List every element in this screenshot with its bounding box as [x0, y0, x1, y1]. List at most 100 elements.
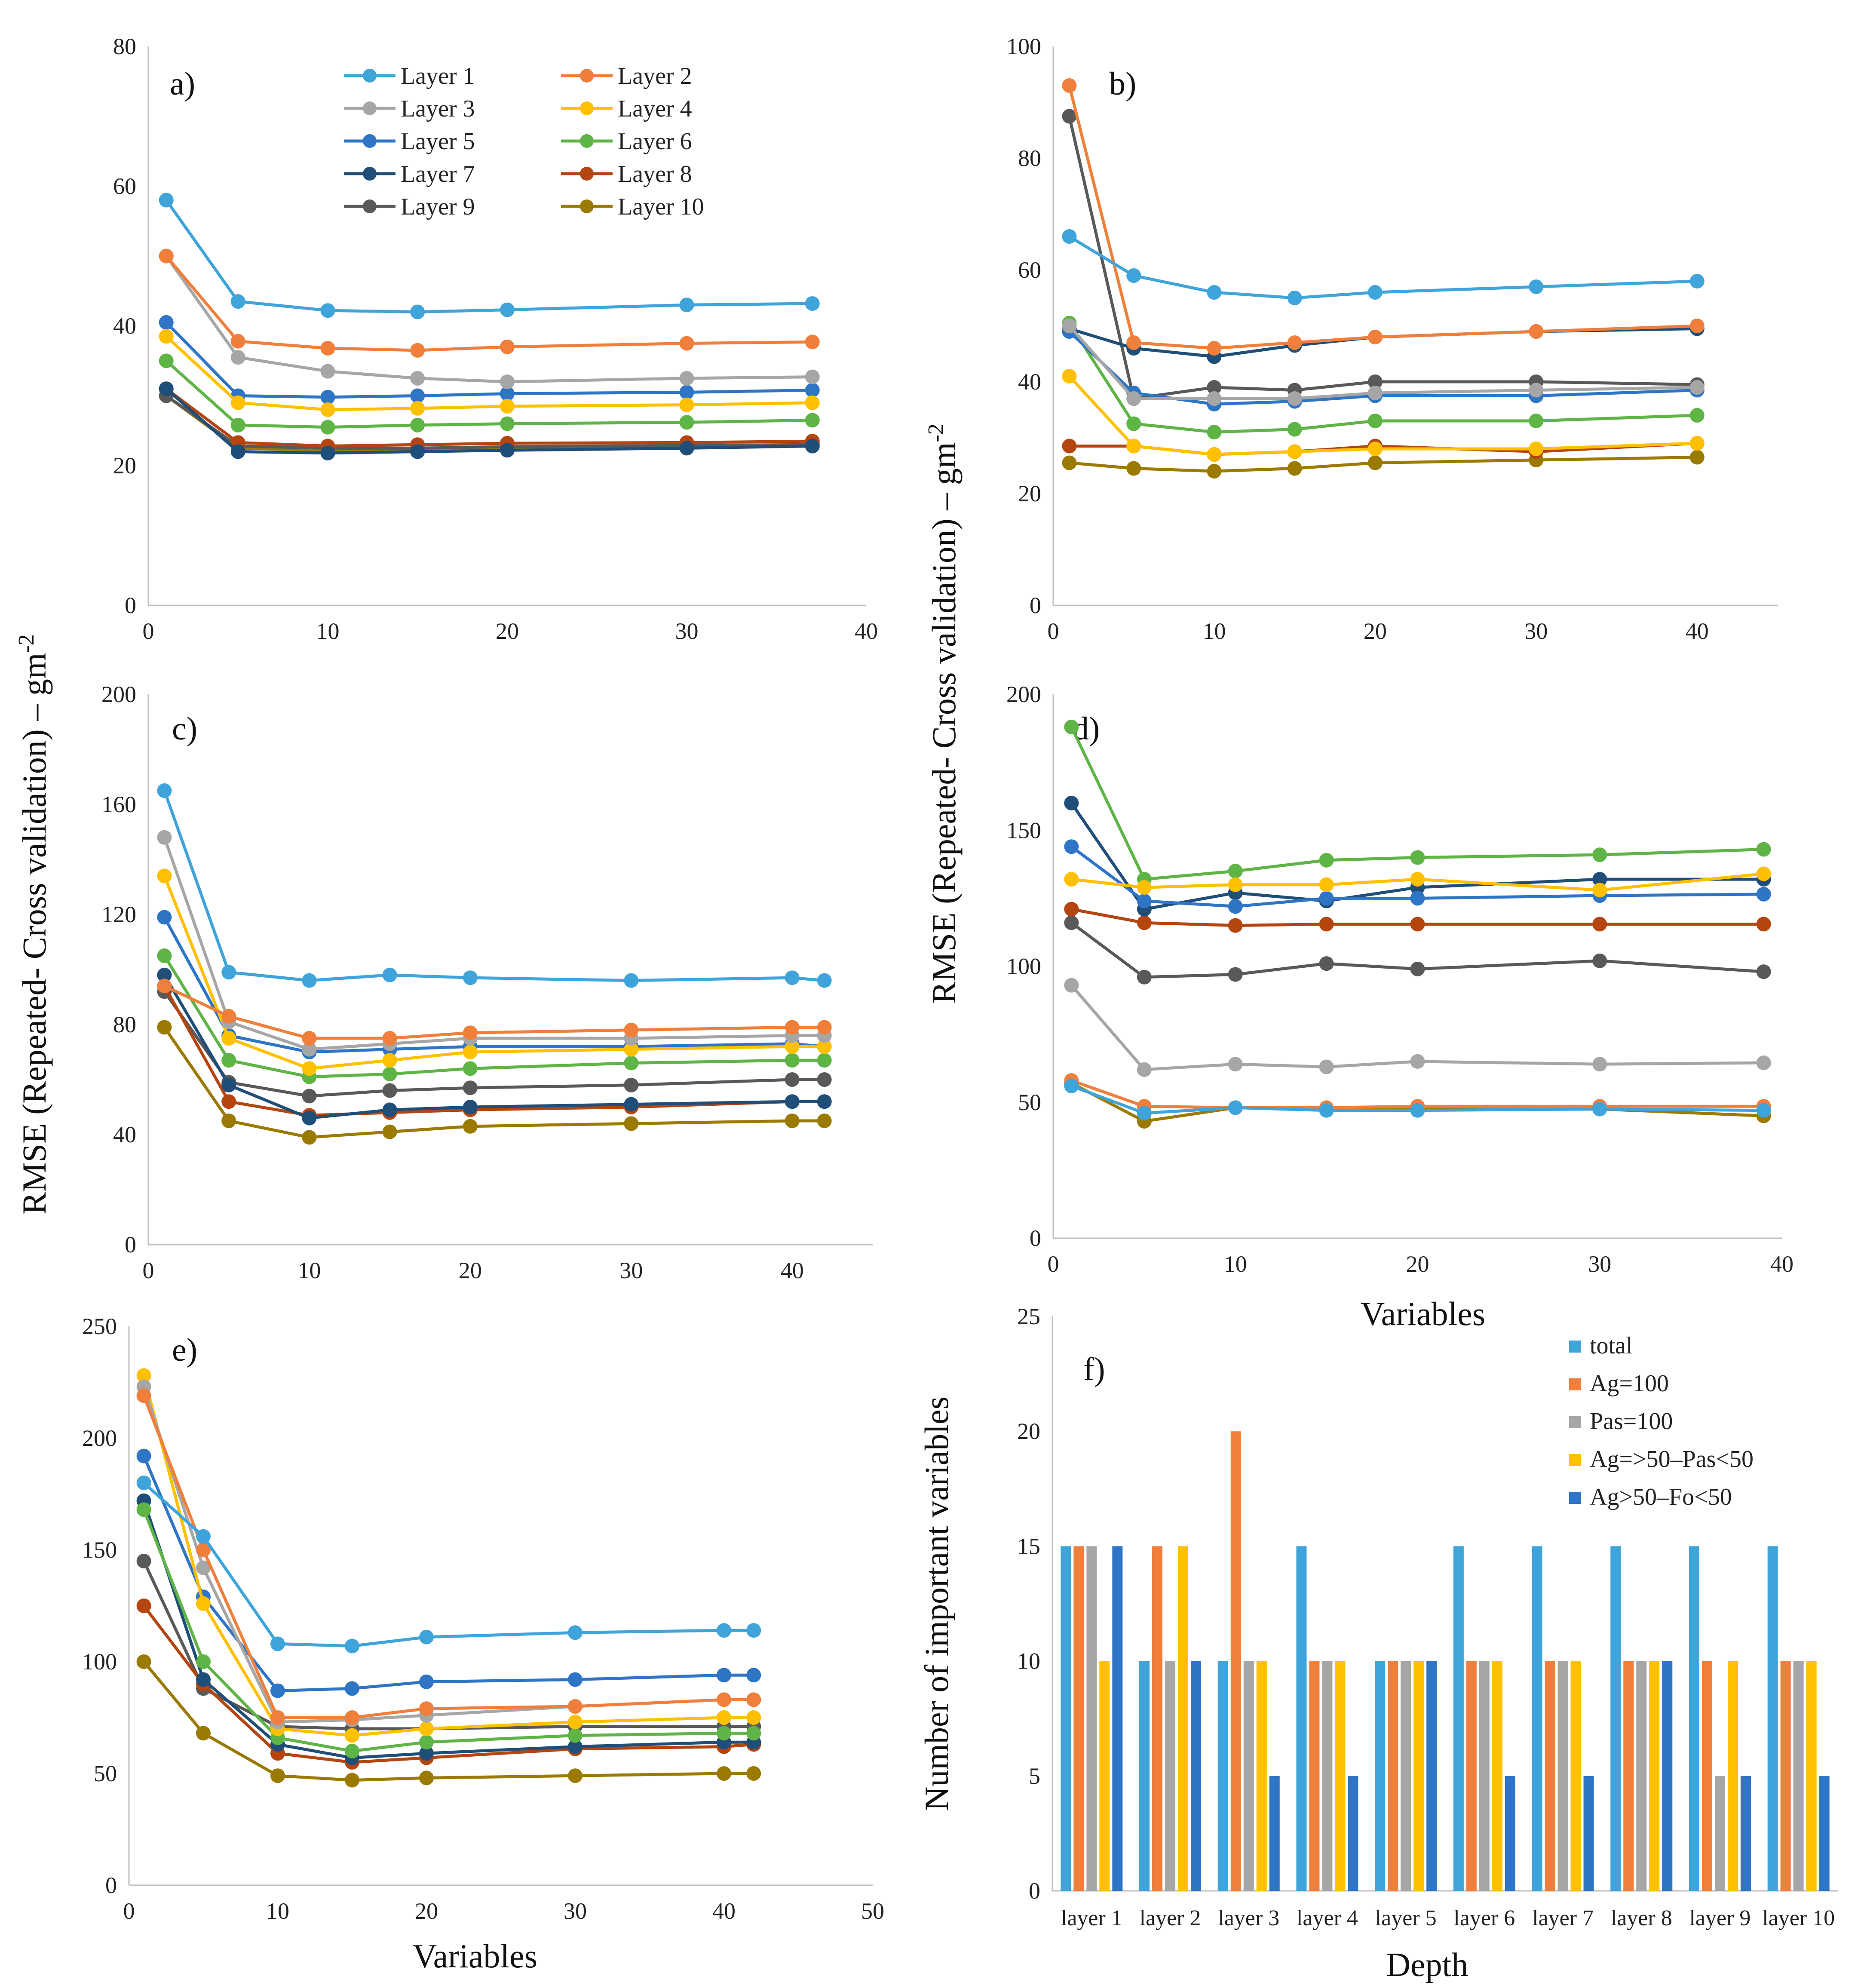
data-point: [157, 979, 172, 994]
bar: [1256, 1661, 1267, 1891]
data-point: [805, 439, 820, 454]
legend-marker: [580, 134, 594, 148]
data-point: [1137, 880, 1152, 895]
y-axis-title: Number of important variables: [918, 1396, 955, 1811]
data-point: [1756, 917, 1771, 932]
data-point: [1207, 425, 1222, 439]
series-line: [1067, 116, 1697, 400]
data-point: [157, 1020, 172, 1035]
bar: [1426, 1661, 1437, 1891]
data-point: [785, 1053, 800, 1068]
data-point: [1319, 1103, 1334, 1118]
data-point: [419, 1674, 434, 1689]
data-point: [1062, 109, 1077, 124]
data-point: [746, 1692, 761, 1707]
y-tick-label: 60: [1018, 257, 1041, 283]
data-point: [500, 302, 515, 317]
data-point: [1228, 877, 1243, 892]
y-tick-label: 200: [82, 1425, 117, 1451]
y-tick-label: 100: [82, 1649, 117, 1675]
series-line: [143, 1482, 754, 1648]
y-tick-label: 40: [113, 313, 136, 339]
x-tick-label: 50: [861, 1898, 884, 1924]
data-point: [1319, 917, 1334, 932]
data-point: [1319, 956, 1334, 971]
legend-marker: [580, 199, 594, 213]
data-point: [230, 444, 245, 459]
x-category-label: layer 3: [1218, 1906, 1279, 1930]
data-point: [345, 1744, 359, 1758]
bar: [1348, 1776, 1358, 1891]
y-axis-title-superscript: -2: [14, 634, 39, 653]
data-point: [817, 1039, 832, 1054]
data-point: [345, 1728, 359, 1743]
data-point: [320, 303, 335, 318]
data-point: [717, 1668, 731, 1683]
chart-a: 0 20 40 60 80 a) 0 10 20 30 40 Layer 1 Layer 2 Layer …: [113, 34, 878, 644]
series-line: [142, 1509, 754, 1753]
bar: [1545, 1661, 1555, 1891]
data-point: [302, 1089, 317, 1104]
bar: [1152, 1546, 1163, 1891]
data-point: [1689, 319, 1705, 333]
data-point: [624, 1116, 639, 1131]
data-point: [136, 1502, 151, 1517]
data-point: [1592, 953, 1607, 968]
data-point: [221, 1053, 236, 1068]
data-point: [624, 973, 639, 988]
series-line: [1069, 327, 1697, 358]
data-point: [410, 388, 425, 403]
bar: [1099, 1661, 1110, 1891]
bar: [1689, 1546, 1699, 1891]
data-point: [1287, 422, 1302, 437]
bar: [1322, 1661, 1333, 1891]
data-point: [785, 970, 800, 985]
legend-marker: [363, 134, 377, 148]
series-line: [163, 974, 825, 1120]
data-point: [1287, 291, 1302, 305]
x-category-label: layer 5: [1375, 1906, 1437, 1930]
data-point: [136, 1598, 151, 1613]
data-point: [221, 1009, 236, 1024]
x-tick-label: 20: [459, 1258, 482, 1283]
y-tick-label: 160: [101, 792, 136, 817]
data-point: [1062, 369, 1077, 383]
legend-label: Layer 4: [618, 95, 692, 122]
data-point: [1756, 866, 1771, 881]
data-point: [419, 1701, 434, 1716]
data-point: [1689, 436, 1705, 451]
panel-label: f): [1083, 1351, 1105, 1387]
bar: [1453, 1546, 1464, 1891]
x-tick-label: 0: [143, 618, 154, 644]
data-point: [221, 965, 236, 980]
data-point: [717, 1726, 731, 1741]
bar: [1309, 1661, 1320, 1891]
data-point: [805, 296, 820, 311]
data-point: [817, 1114, 832, 1128]
x-tick-label: 0: [1048, 1251, 1059, 1277]
data-point: [500, 339, 515, 354]
data-point: [624, 1077, 639, 1092]
data-point: [1126, 268, 1141, 283]
data-point: [1756, 1055, 1771, 1071]
data-point: [196, 1654, 211, 1669]
bar: [1413, 1661, 1424, 1891]
legend-label: Ag>50–Fo<50: [1590, 1484, 1732, 1510]
data-point: [1064, 915, 1079, 930]
data-point: [419, 1770, 434, 1786]
data-point: [1410, 1103, 1425, 1118]
legend-label: Layer 10: [618, 193, 704, 220]
y-tick-label: 50: [94, 1761, 117, 1786]
data-point: [1367, 386, 1383, 400]
data-point: [1319, 853, 1334, 868]
legend-label: Layer 8: [618, 161, 692, 187]
data-point: [568, 1739, 582, 1754]
y-tick-label: 100: [1006, 34, 1041, 59]
data-point: [785, 1020, 800, 1035]
y-tick-label: 0: [1029, 1878, 1040, 1904]
legend-label: total: [1590, 1332, 1633, 1359]
bar: [1819, 1776, 1830, 1891]
data-point: [302, 1042, 317, 1057]
bar: [1610, 1546, 1621, 1891]
x-axis-title: Depth: [1386, 1946, 1469, 1983]
